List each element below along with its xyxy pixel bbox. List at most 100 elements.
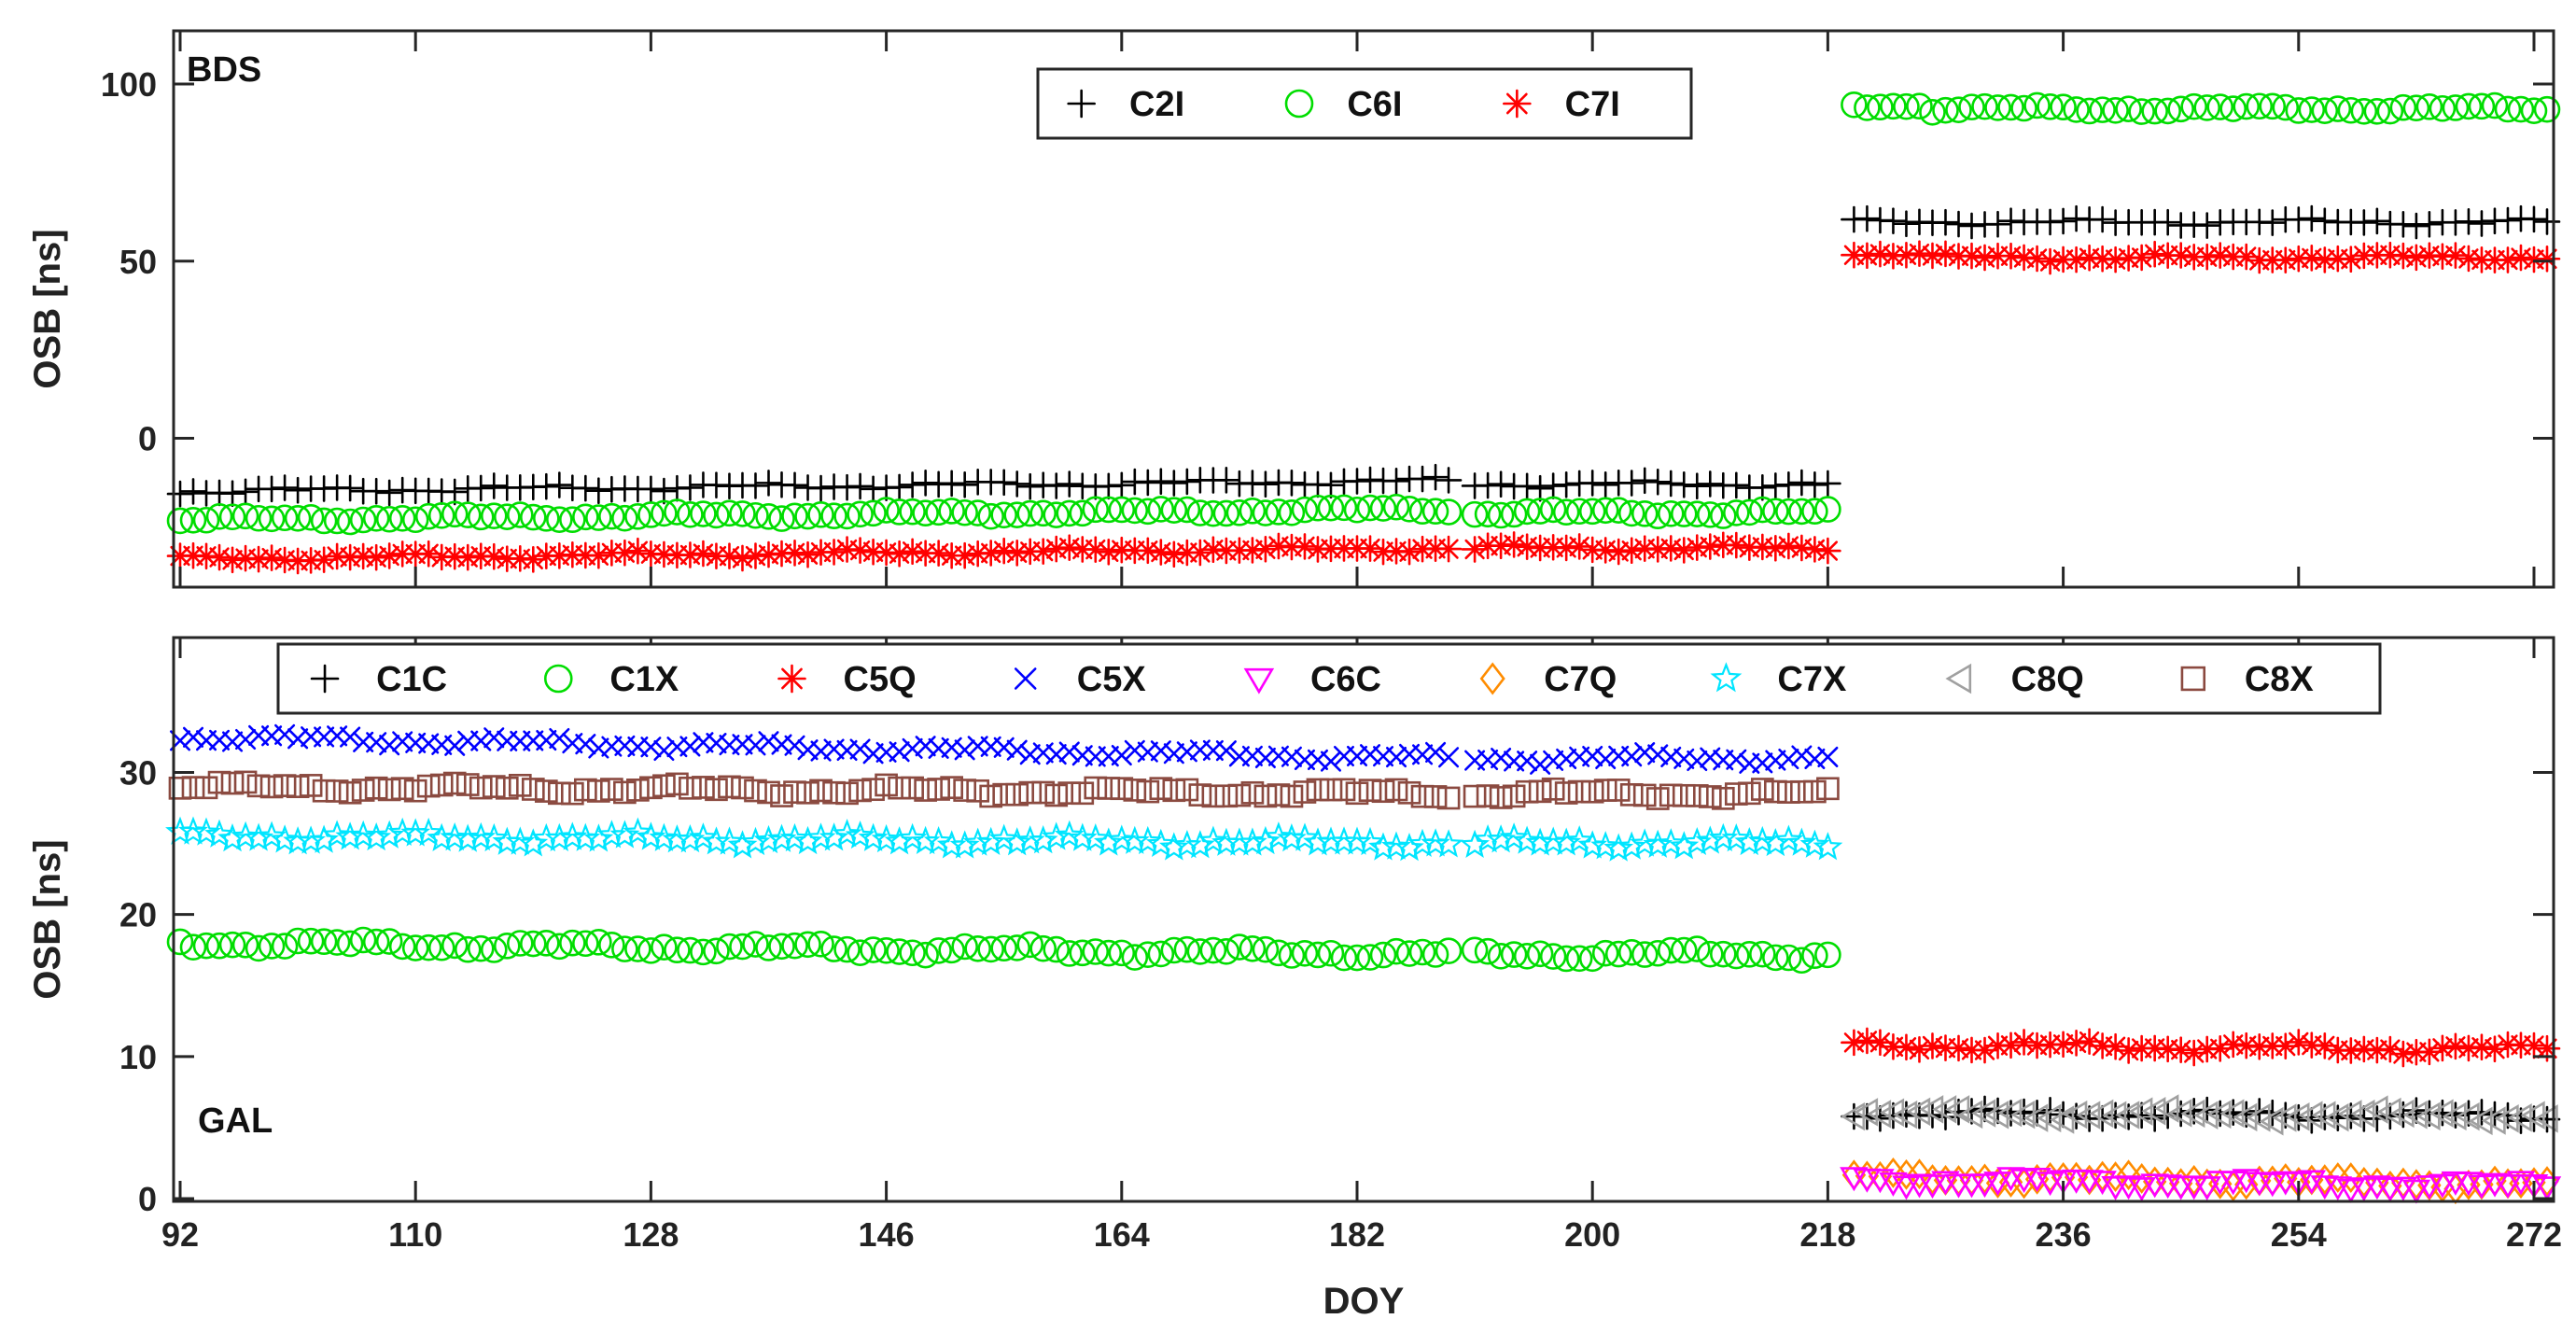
- point-C5X: [366, 732, 387, 753]
- point-C7X: [1603, 833, 1634, 862]
- legend-marker-C6I: [1284, 89, 1314, 119]
- point-C2I: [899, 471, 926, 498]
- point-C1X: [951, 933, 978, 961]
- point-C8Q: [1893, 1100, 1918, 1130]
- point-C2I: [1617, 470, 1645, 497]
- point-C8X: [1436, 786, 1461, 810]
- legend-marker-C7Q: [1479, 662, 1505, 695]
- point-C1X: [441, 932, 469, 960]
- point-C8Q: [1997, 1098, 2023, 1128]
- point-C8X: [1567, 779, 1591, 804]
- point-C6I: [2389, 93, 2417, 121]
- point-C1C: [1867, 1104, 1894, 1132]
- point-C7X: [792, 825, 823, 855]
- point-C7X: [413, 817, 444, 847]
- point-C1X: [1604, 940, 1632, 968]
- point-C2I: [1644, 469, 1672, 496]
- point-C6I: [2154, 97, 2181, 125]
- point-C7I: [1762, 534, 1789, 562]
- point-C7X: [649, 822, 679, 851]
- point-C6I: [873, 497, 900, 524]
- point-C2I: [1043, 472, 1071, 499]
- point-C1X: [964, 934, 991, 962]
- point-C7I: [1971, 244, 1998, 272]
- point-C8X: [1463, 784, 1487, 808]
- point-C6I: [585, 504, 612, 531]
- point-C8X: [194, 776, 218, 800]
- point-C7I: [611, 539, 638, 567]
- point-C7X: [1028, 825, 1058, 854]
- point-C7I: [1461, 536, 1489, 563]
- point-C1X: [624, 935, 651, 962]
- point-C6I: [1003, 501, 1031, 528]
- legend-label: C6I: [1347, 85, 1402, 124]
- point-C6I: [703, 501, 730, 529]
- point-C7X: [1499, 822, 1529, 851]
- point-C2I: [1252, 470, 1280, 498]
- point-C8X: [744, 779, 767, 803]
- legend-item-C7Q: C7Q: [1479, 660, 1617, 699]
- point-C8X: [338, 780, 362, 805]
- y-tick-label: 10: [119, 1038, 157, 1076]
- point-C8Q: [2141, 1097, 2166, 1126]
- point-C1X: [847, 939, 874, 966]
- point-C7I: [1919, 242, 1946, 270]
- point-C6I: [886, 498, 913, 526]
- point-C7X: [871, 823, 902, 853]
- point-C1X: [1278, 942, 1306, 969]
- point-C1X: [1330, 944, 1358, 972]
- series-C7X: [165, 816, 1843, 862]
- point-C2I: [2533, 208, 2561, 235]
- point-C8X: [508, 773, 532, 797]
- point-C8X: [299, 774, 323, 797]
- point-C1X: [1252, 935, 1280, 963]
- gal-series-layer: [165, 723, 2562, 1205]
- point-C5X: [941, 737, 962, 758]
- point-C1X: [480, 936, 508, 963]
- point-C7X: [1486, 824, 1517, 853]
- point-C6I: [231, 502, 259, 530]
- point-C7X: [1564, 825, 1595, 854]
- point-C7X: [1617, 831, 1647, 860]
- point-C7I: [716, 542, 743, 569]
- point-C7X: [675, 823, 706, 853]
- point-C6C: [1918, 1174, 1947, 1200]
- point-C6I: [323, 507, 351, 535]
- legend-item-C7X: C7X: [1710, 660, 1847, 699]
- point-C6I: [1565, 498, 1593, 526]
- point-C1X: [1565, 945, 1593, 973]
- point-C6I: [2481, 91, 2509, 119]
- point-C7I: [1854, 242, 1881, 270]
- point-C2I: [2494, 206, 2522, 234]
- point-C8X: [1280, 784, 1304, 808]
- point-C7I: [1160, 540, 1188, 568]
- point-C6I: [2037, 93, 2064, 120]
- point-C1X: [205, 932, 233, 960]
- point-C6I: [1186, 499, 1214, 526]
- point-C7X: [165, 816, 195, 845]
- point-C6I: [1591, 497, 1619, 525]
- point-C6I: [1474, 500, 1502, 528]
- point-C2I: [807, 474, 834, 502]
- point-C6I: [349, 506, 377, 534]
- point-C1X: [677, 936, 704, 964]
- point-C1X: [166, 928, 194, 956]
- point-C2I: [1212, 467, 1240, 494]
- legend-label: C8Q: [2011, 660, 2084, 699]
- point-C1X: [1500, 941, 1528, 968]
- point-C8X: [848, 779, 872, 803]
- point-C7I: [310, 546, 338, 573]
- point-C7X: [1421, 828, 1450, 857]
- point-C8Q: [2128, 1097, 2153, 1126]
- legend-item-C1C: C1C: [310, 660, 447, 699]
- point-C7I: [2102, 246, 2129, 274]
- point-C7I: [951, 541, 978, 569]
- point-C7I: [742, 542, 769, 569]
- point-C1X: [1369, 941, 1397, 969]
- point-C1X: [1317, 939, 1345, 967]
- point-C1X: [231, 931, 259, 959]
- point-C1X: [703, 937, 730, 965]
- point-C6I: [690, 500, 717, 527]
- point-C1X: [1043, 935, 1071, 963]
- point-C6I: [493, 503, 521, 530]
